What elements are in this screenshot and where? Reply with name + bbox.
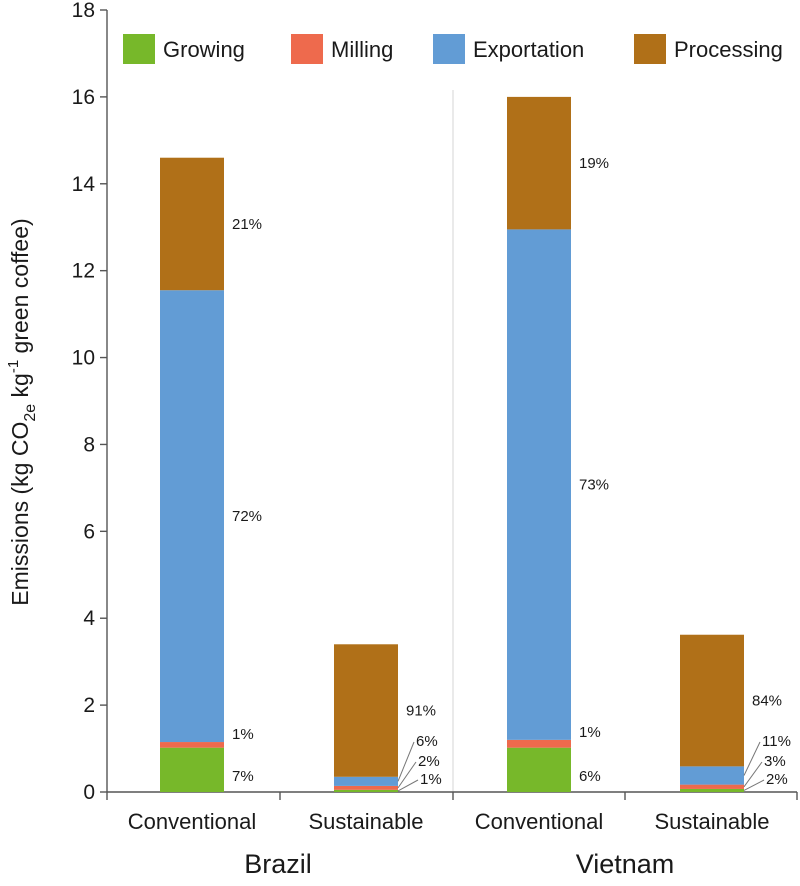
legend-label-growing: Growing	[163, 37, 245, 62]
y-tick-label: 8	[83, 433, 95, 456]
legend-label-processing: Processing	[674, 37, 783, 62]
data-label-leader-milling	[397, 761, 417, 789]
data-label-growing: 6%	[579, 768, 601, 785]
bar-segment-processing	[334, 644, 398, 777]
y-tick-label: 12	[72, 260, 95, 283]
bar-segment-growing	[680, 788, 744, 792]
x-group-label: Vietnam	[576, 849, 675, 879]
data-label-leader-growing	[397, 779, 419, 792]
x-category-label: Conventional	[475, 809, 603, 834]
data-label-processing: 19%	[579, 155, 609, 172]
data-label-leader-exportation	[397, 741, 415, 782]
data-label-growing: 1%	[420, 771, 442, 788]
legend-label-exportation: Exportation	[473, 37, 584, 62]
bar-segment-processing	[507, 96, 571, 230]
data-label-milling: 2%	[418, 753, 440, 770]
y-axis-label-pre: Emissions (kg CO	[7, 422, 33, 606]
data-label-milling: 1%	[579, 724, 601, 741]
data-label-growing: 7%	[232, 768, 254, 785]
y-tick-label: 14	[72, 173, 96, 196]
bar-segment-growing	[160, 747, 224, 792]
x-category-label: Conventional	[128, 809, 256, 834]
bar-segment-exportation	[507, 229, 571, 740]
legend-swatch-milling	[291, 34, 323, 64]
y-tick-label: 16	[72, 86, 95, 109]
data-label-processing: 84%	[752, 693, 782, 710]
y-axis-label-sup: -1	[5, 360, 22, 373]
y-axis-label-sub: 2e	[22, 404, 39, 422]
y-axis-label-mid: kg	[7, 373, 33, 404]
x-category-label: Sustainable	[309, 809, 424, 834]
bar-segment-processing	[160, 157, 224, 291]
bar-segment-growing	[334, 789, 398, 792]
y-tick-label: 18	[72, 0, 95, 22]
bar-segment-exportation	[334, 776, 398, 786]
data-label-leader-growing	[743, 779, 765, 791]
bar-segment-exportation	[680, 766, 744, 785]
y-tick-label: 0	[83, 781, 95, 804]
data-label-exportation: 73%	[579, 477, 609, 494]
y-tick-label: 2	[83, 694, 95, 717]
y-tick-label: 4	[83, 607, 95, 630]
data-label-processing: 21%	[232, 216, 262, 233]
legend-label-milling: Milling	[331, 37, 393, 62]
legend-swatch-growing	[123, 34, 155, 64]
bar-segment-milling	[680, 784, 744, 789]
bar-segment-growing	[507, 747, 571, 792]
data-label-leader-exportation	[743, 741, 761, 776]
bar-segment-milling	[507, 739, 571, 748]
data-label-leader-milling	[743, 761, 763, 788]
x-category-label: Sustainable	[655, 809, 770, 834]
data-label-exportation: 72%	[232, 508, 262, 525]
y-tick-label: 10	[72, 347, 95, 370]
y-tick-label: 6	[83, 520, 95, 543]
bar-segment-milling	[160, 742, 224, 748]
data-label-growing: 2%	[766, 771, 788, 788]
bar-segment-processing	[680, 634, 744, 767]
data-label-milling: 3%	[764, 753, 786, 770]
data-label-exportation: 6%	[416, 733, 438, 750]
bar-segment-milling	[334, 785, 398, 790]
y-axis-label: Emissions (kg CO2e kg-1 green coffee)	[5, 218, 39, 605]
y-axis-label-post: green coffee)	[7, 218, 33, 360]
legend-swatch-processing	[634, 34, 666, 64]
bar-segment-exportation	[160, 290, 224, 743]
data-label-processing: 91%	[406, 703, 436, 720]
x-group-label: Brazil	[244, 849, 312, 879]
data-label-exportation: 11%	[762, 733, 791, 750]
data-label-milling: 1%	[232, 726, 254, 743]
legend-swatch-exportation	[433, 34, 465, 64]
